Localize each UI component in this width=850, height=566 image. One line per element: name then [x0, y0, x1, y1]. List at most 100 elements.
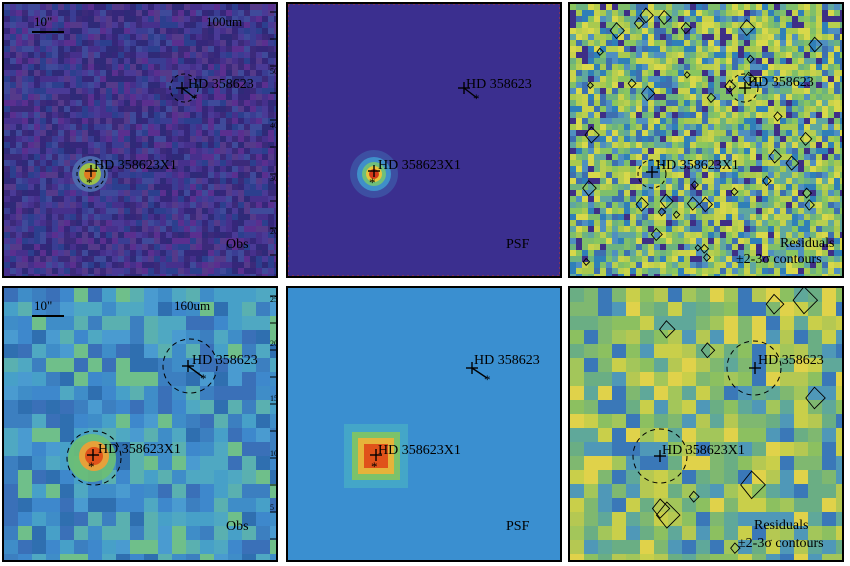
image-pixel	[190, 106, 196, 112]
image-pixel	[714, 130, 720, 136]
image-pixel	[780, 330, 794, 344]
image-pixel	[232, 190, 238, 196]
image-pixel	[666, 34, 672, 40]
image-pixel	[154, 274, 160, 276]
image-pixel	[732, 208, 738, 214]
image-pixel	[100, 10, 106, 16]
image-pixel	[178, 244, 184, 250]
image-pixel	[88, 540, 102, 554]
image-pixel	[172, 28, 178, 34]
image-pixel	[228, 470, 242, 484]
image-pixel	[732, 76, 738, 82]
image-pixel	[28, 106, 34, 112]
image-pixel	[642, 184, 648, 190]
image-pixel	[70, 40, 76, 46]
image-pixel	[52, 136, 58, 142]
image-pixel	[804, 58, 810, 64]
image-pixel	[810, 178, 816, 184]
image-pixel	[576, 82, 582, 88]
image-pixel	[626, 344, 640, 358]
aperture-circle	[76, 159, 106, 189]
image-pixel	[750, 64, 756, 70]
image-pixel	[94, 196, 100, 202]
image-pixel	[594, 100, 600, 106]
image-pixel	[214, 10, 220, 16]
image-pixel	[76, 220, 82, 226]
image-pixel	[220, 160, 226, 166]
image-pixel	[756, 100, 762, 106]
image-pixel	[684, 4, 690, 10]
image-pixel	[4, 142, 10, 148]
image-pixel	[640, 386, 654, 400]
image-pixel	[600, 100, 606, 106]
image-pixel	[190, 142, 196, 148]
image-pixel	[100, 190, 106, 196]
image-pixel	[142, 94, 148, 100]
image-pixel	[22, 112, 28, 118]
image-pixel	[154, 262, 160, 268]
image-pixel	[762, 268, 768, 274]
image-pixel	[270, 498, 276, 512]
image-pixel	[690, 160, 696, 166]
image-pixel	[726, 64, 732, 70]
image-pixel	[640, 372, 654, 386]
image-pixel	[242, 512, 256, 526]
image-pixel	[702, 70, 708, 76]
image-pixel	[118, 130, 124, 136]
image-pixel	[598, 316, 612, 330]
image-pixel	[244, 94, 250, 100]
image-pixel	[274, 214, 276, 220]
image-pixel	[220, 256, 226, 262]
image-pixel	[672, 28, 678, 34]
image-pixel	[600, 250, 606, 256]
image-pixel	[18, 484, 32, 498]
image-pixel	[584, 400, 598, 414]
image-pixel	[18, 456, 32, 470]
image-pixel	[4, 250, 10, 256]
image-pixel	[588, 16, 594, 22]
image-pixel	[834, 64, 840, 70]
image-pixel	[226, 94, 232, 100]
image-pixel	[154, 136, 160, 142]
image-pixel	[816, 226, 822, 232]
image-pixel	[678, 88, 684, 94]
image-pixel	[618, 124, 624, 130]
image-pixel	[82, 112, 88, 118]
image-pixel	[256, 94, 262, 100]
image-pixel	[118, 76, 124, 82]
image-pixel	[76, 208, 82, 214]
image-pixel	[606, 94, 612, 100]
image-pixel	[626, 386, 640, 400]
image-pixel	[672, 58, 678, 64]
image-pixel	[648, 64, 654, 70]
image-pixel	[822, 76, 828, 82]
image-pixel	[828, 136, 834, 142]
image-pixel	[76, 196, 82, 202]
image-pixel	[780, 100, 786, 106]
image-pixel	[268, 40, 274, 46]
image-pixel	[598, 414, 612, 428]
image-pixel	[40, 244, 46, 250]
image-pixel	[94, 28, 100, 34]
image-pixel	[118, 34, 124, 40]
image-pixel	[172, 256, 178, 262]
image-pixel	[172, 202, 178, 208]
image-pixel	[94, 262, 100, 268]
image-pixel	[256, 70, 262, 76]
image-pixel	[744, 130, 750, 136]
image-pixel	[58, 268, 64, 274]
image-pixel	[4, 22, 10, 28]
image-pixel	[786, 34, 792, 40]
image-pixel	[46, 428, 60, 442]
image-pixel	[76, 76, 82, 82]
image-pixel	[10, 16, 16, 22]
image-pixel	[40, 16, 46, 22]
image-pixel	[726, 256, 732, 262]
image-pixel	[744, 148, 750, 154]
image-pixel	[172, 268, 178, 274]
image-pixel	[714, 256, 720, 262]
image-pixel	[118, 226, 124, 232]
image-pixel	[256, 202, 262, 208]
image-pixel	[106, 148, 112, 154]
image-pixel	[232, 112, 238, 118]
